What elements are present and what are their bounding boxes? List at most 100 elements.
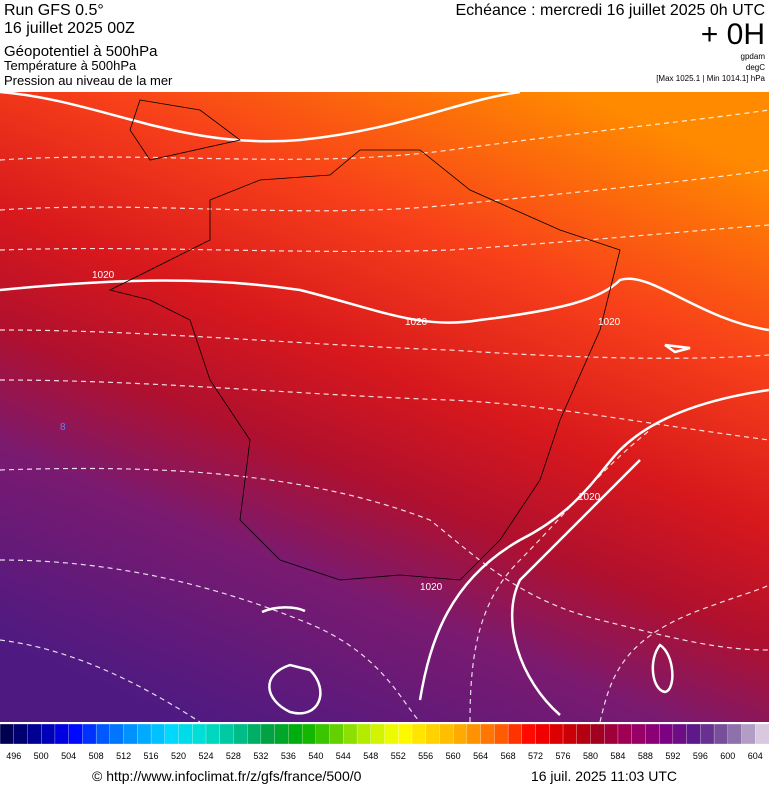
contour: [0, 559, 421, 723]
field: Pression au niveau de la mer: [4, 73, 173, 88]
color-swatch: [41, 723, 56, 745]
color-swatch: [164, 723, 179, 745]
contour: [0, 109, 769, 161]
color-swatch: [274, 723, 289, 745]
contour: [0, 224, 769, 253]
color-swatch: [0, 723, 15, 745]
isobar: [0, 90, 521, 143]
color-swatch: [178, 723, 193, 745]
contour-label: 1020: [598, 317, 621, 328]
colorbar-label: 500: [34, 751, 49, 761]
offset: + 0H: [701, 18, 765, 51]
colorbar-label: 556: [418, 751, 433, 761]
colorbar-label: 552: [391, 751, 406, 761]
color-swatch: [549, 723, 564, 745]
color-swatch: [356, 723, 372, 745]
isobar: [268, 663, 322, 715]
contour-label: 1020: [578, 492, 601, 503]
color-swatch: [480, 723, 495, 745]
color-swatch: [150, 723, 166, 745]
color-swatch: [123, 723, 138, 745]
color-swatch: [713, 723, 729, 745]
colorbar-label: 540: [308, 751, 323, 761]
color-swatch: [686, 723, 701, 745]
color-swatch: [411, 723, 427, 745]
color-swatch: [494, 723, 509, 745]
unit: gpdam: [741, 52, 766, 61]
color-swatch: [425, 723, 440, 745]
color-swatch: [466, 723, 482, 745]
unit: degC: [746, 63, 765, 72]
color-swatch: [192, 723, 207, 745]
colorbar-label: 548: [363, 751, 378, 761]
color-swatch: [562, 723, 578, 745]
color-swatch: [453, 723, 468, 745]
color-swatch: [329, 723, 344, 745]
color-swatch: [535, 723, 550, 745]
color-swatch: [54, 723, 70, 745]
color-swatch: [631, 723, 646, 745]
color-swatch: [370, 723, 385, 745]
colorbar-label: 532: [253, 751, 268, 761]
colorbar-label: 564: [473, 751, 488, 761]
run-date: 16 juillet 2025 00Z: [4, 20, 135, 37]
color-swatch: [260, 723, 276, 745]
color-swatch: [219, 723, 234, 745]
field: Température à 500hPa: [4, 58, 137, 73]
colorbar-label: 568: [501, 751, 516, 761]
colorbar-label: 508: [89, 751, 104, 761]
colorbar-label: 504: [61, 751, 76, 761]
field: Géopotentiel à 500hPa: [4, 43, 158, 60]
colorbar-label: 524: [198, 751, 213, 761]
footer-url: © http://www.infoclimat.fr/z/gfs/france/…: [92, 768, 362, 784]
colorbar-label: 528: [226, 751, 241, 761]
color-swatch: [315, 723, 331, 745]
footer-time: 16 juil. 2025 11:03 UTC: [531, 768, 677, 784]
color-swatch: [700, 723, 715, 745]
color-swatch: [521, 723, 537, 745]
color-swatch: [68, 723, 83, 745]
coastline: [129, 99, 241, 161]
colorbar-label: 580: [583, 751, 598, 761]
color-swatch: [384, 723, 399, 745]
color-swatch: [755, 723, 769, 745]
isobar: [0, 277, 769, 332]
echeance: Echéance : mercredi 16 juillet 2025 0h U…: [456, 2, 766, 19]
color-swatch: [590, 723, 605, 745]
color-swatch: [645, 723, 660, 745]
map: 1020 1020 1020 1020 1020 8: [0, 90, 769, 723]
colorbar-label: 544: [336, 751, 351, 761]
isobar: [261, 606, 306, 614]
colorbar-label: 516: [144, 751, 159, 761]
colorbar-label: 520: [171, 751, 186, 761]
colorbar-label: 512: [116, 751, 131, 761]
field-background: [0, 92, 769, 722]
country-outline: [108, 149, 621, 581]
contour-label: 8: [60, 422, 66, 433]
contour: [0, 169, 769, 212]
colorbar-label: 592: [665, 751, 680, 761]
color-swatch: [398, 723, 413, 745]
color-swatch: [137, 723, 152, 745]
isobar: [651, 643, 674, 694]
color-swatch: [301, 723, 317, 745]
color-swatch: [109, 723, 125, 745]
color-swatch: [576, 723, 591, 745]
colorbar-label: 536: [281, 751, 296, 761]
color-swatch: [13, 723, 28, 745]
contour-label: 1020: [92, 270, 115, 281]
run: Run GFS 0.5°: [4, 2, 104, 19]
color-swatch: [205, 723, 221, 745]
color-swatch: [233, 723, 248, 745]
colorbar-label: 596: [693, 751, 708, 761]
color-swatch: [439, 723, 454, 745]
color-swatch: [672, 723, 688, 745]
contour: [0, 329, 769, 359]
color-swatch: [617, 723, 633, 745]
colorbar-label: 604: [748, 751, 763, 761]
isobar: [418, 388, 769, 701]
color-swatch: [343, 723, 358, 745]
color-swatch: [507, 723, 523, 745]
colorbar-label: 584: [610, 751, 625, 761]
